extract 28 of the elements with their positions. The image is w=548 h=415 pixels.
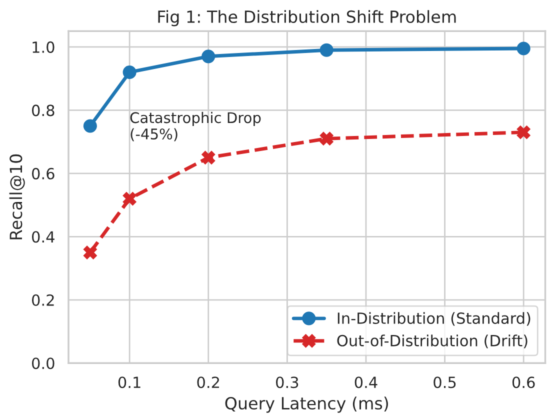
x-tick-label: 0.2 <box>197 376 219 388</box>
point <box>516 42 530 56</box>
point <box>320 132 334 146</box>
x-tick-label: 0.6 <box>512 376 535 388</box>
x-axis-title: Query Latency (ms) <box>225 396 388 413</box>
point <box>122 65 136 79</box>
legend-label: In-Distribution (Standard) <box>338 312 530 326</box>
y-tick-label: 0.0 <box>32 358 54 370</box>
chart-title: Fig 1: The Distribution Shift Problem <box>158 10 456 26</box>
x-tick-label: 0.4 <box>354 376 378 388</box>
y-tick-label: 0.2 <box>32 294 54 306</box>
y-axis-title: Recall@10 <box>9 154 25 240</box>
point <box>202 50 216 64</box>
annotation: Catastrophic Drop (-45%) <box>130 112 261 142</box>
y-tick-label: 1.0 <box>32 41 54 53</box>
point <box>122 192 136 206</box>
x-tick-label: 0.5 <box>434 376 456 388</box>
y-tick-label: 0.6 <box>32 168 54 180</box>
x-tick-label: 0.1 <box>118 376 140 388</box>
point <box>516 126 530 140</box>
point <box>202 150 216 164</box>
point <box>320 43 334 57</box>
x-tick-label: 0.3 <box>276 376 298 388</box>
y-tick-label: 0.4 <box>32 231 54 243</box>
legend-label: Out-of-Distribution (Drift) <box>337 334 528 348</box>
point <box>83 119 97 133</box>
point <box>83 246 97 260</box>
y-tick-label: 0.8 <box>32 104 54 116</box>
